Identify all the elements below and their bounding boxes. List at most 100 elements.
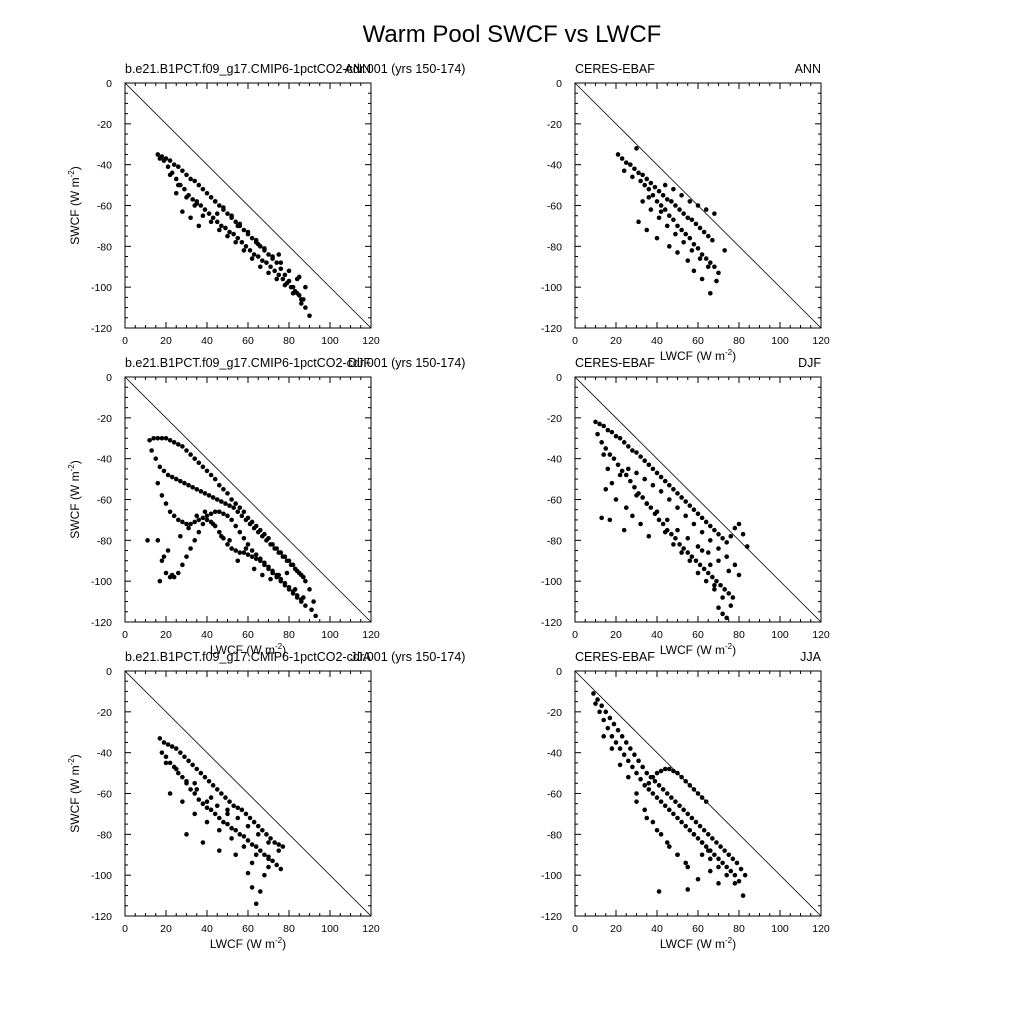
x-tick-label: 40 (201, 629, 213, 641)
data-point (703, 256, 709, 261)
data-point (161, 468, 167, 474)
x-tick-label: 40 (651, 923, 663, 935)
data-point (219, 533, 224, 539)
data-point (714, 278, 719, 284)
y-tick-label: -100 (541, 576, 562, 588)
x-tick-label: 60 (692, 923, 704, 935)
data-point (683, 823, 688, 829)
data-point (198, 770, 204, 776)
data-point (677, 542, 682, 547)
data-point (685, 811, 691, 817)
y-axis-label: SWCF (W m-2) (67, 166, 82, 244)
data-point (165, 548, 171, 553)
data-point (214, 211, 220, 216)
data-point (646, 787, 652, 792)
data-point (262, 562, 267, 568)
data-point (217, 227, 222, 233)
data-point (217, 529, 222, 535)
data-point (219, 791, 224, 796)
data-point (303, 305, 308, 310)
y-tick-label: -80 (547, 535, 562, 547)
data-point (198, 203, 204, 208)
y-tick-label: -60 (97, 789, 112, 801)
data-point (710, 237, 715, 243)
data-point (740, 893, 746, 898)
one-to-one-line (124, 670, 372, 917)
data-point (718, 844, 723, 849)
panel-right-label: ANN (345, 62, 371, 76)
data-point (695, 246, 701, 251)
data-point (695, 876, 701, 882)
data-point (685, 864, 691, 870)
data-point (699, 840, 705, 845)
y-tick-label: -120 (91, 617, 112, 629)
data-point (184, 172, 189, 178)
data-point (691, 521, 697, 527)
data-point (284, 558, 290, 564)
y-tick-label: -100 (91, 870, 112, 882)
data-point (249, 235, 255, 241)
panel-2: 0 20 40 60 80 100 120 0 -20 -40 -60 -80 -100 -120 CERE… (541, 62, 830, 363)
data-point (646, 462, 652, 468)
data-point (180, 799, 185, 804)
data-point (738, 866, 744, 872)
data-point (617, 746, 623, 751)
data-point (621, 168, 627, 174)
data-point (147, 437, 152, 443)
data-point (251, 525, 257, 531)
data-point (200, 521, 206, 527)
panel-left-label: CERES-EBAF (575, 62, 655, 76)
data-point (266, 864, 271, 870)
data-point (167, 158, 173, 163)
y-axis-label: SWCF (W m-2) (67, 460, 82, 538)
data-point (621, 440, 627, 445)
data-point (190, 484, 195, 490)
data-point (708, 868, 713, 874)
data-point (219, 499, 224, 504)
data-point (687, 558, 693, 564)
data-point (671, 186, 676, 192)
data-point (597, 709, 602, 715)
data-point (703, 207, 709, 212)
data-point (225, 513, 230, 519)
data-point (630, 513, 635, 519)
data-point (268, 836, 273, 841)
x-tick-label: 60 (242, 629, 254, 641)
data-point (180, 774, 185, 780)
data-point (268, 576, 273, 582)
one-to-one-line (574, 376, 822, 623)
data-point (691, 241, 697, 247)
y-tick-label: 0 (556, 372, 562, 384)
data-point (239, 807, 245, 813)
data-point (217, 482, 222, 488)
data-point (253, 556, 259, 562)
data-point (204, 805, 210, 811)
data-point (638, 521, 643, 527)
y-tick-label: -100 (541, 870, 562, 882)
data-point (716, 881, 721, 886)
data-point (303, 603, 308, 608)
data-point (675, 770, 680, 776)
data-point (683, 778, 688, 784)
data-point (716, 856, 721, 862)
data-point (601, 423, 606, 429)
data-point (634, 146, 639, 151)
data-point (595, 431, 600, 437)
data-point (646, 186, 652, 192)
data-point (617, 472, 623, 478)
data-point (632, 166, 637, 172)
data-point (644, 227, 650, 233)
x-tick-label: 60 (692, 629, 704, 641)
y-tick-label: -120 (541, 323, 562, 335)
data-point (245, 229, 251, 235)
data-point (180, 168, 185, 174)
y-axis-label: SWCF (W m-2) (67, 754, 82, 832)
data-point (171, 162, 177, 167)
data-point (241, 834, 247, 839)
data-point (159, 435, 165, 441)
data-point (664, 223, 670, 229)
data-point (233, 827, 238, 833)
data-point (644, 815, 650, 821)
data-point (249, 554, 255, 559)
data-point (247, 815, 253, 821)
